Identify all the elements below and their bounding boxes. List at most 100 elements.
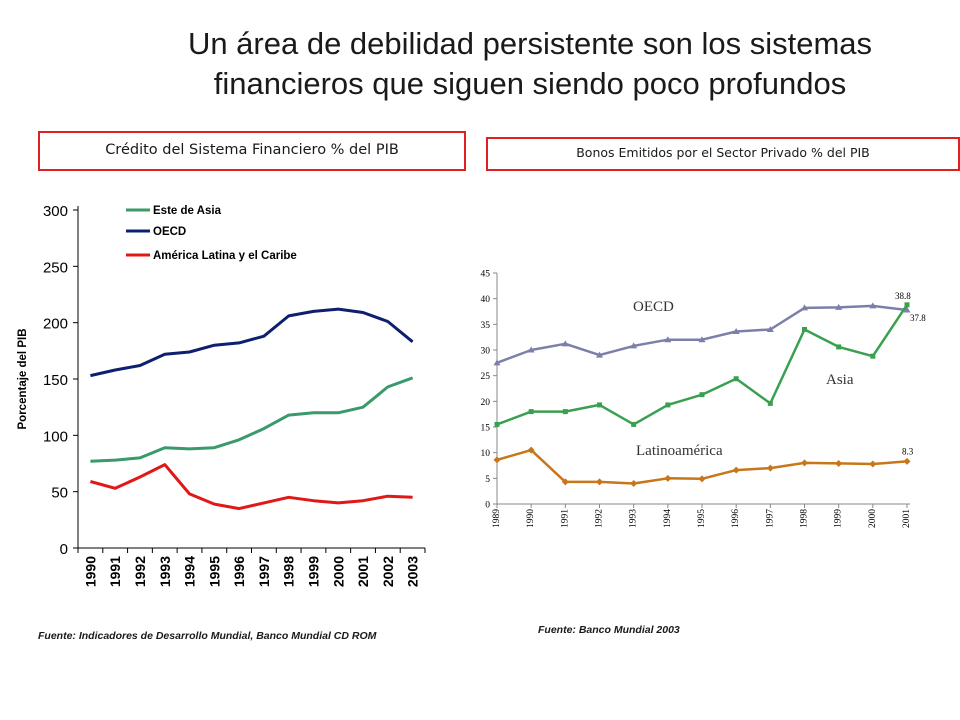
data-point <box>801 304 808 311</box>
series-name-latam: Latinoamérica <box>636 443 723 459</box>
left-chart-title: Crédito del Sistema Financiero % del PIB <box>38 131 466 171</box>
y-tick-label: 30 <box>481 347 491 357</box>
data-point <box>665 402 671 408</box>
data-point <box>869 302 877 309</box>
x-tick-label: 1990 <box>82 556 98 587</box>
x-tick-label: 1991 <box>560 509 570 528</box>
data-point <box>596 478 603 486</box>
y-tick-label: 25 <box>481 372 491 382</box>
data-point <box>698 336 706 343</box>
data-label: 37.8 <box>910 313 926 323</box>
data-point <box>733 376 739 382</box>
x-tick-label: 2000 <box>868 509 878 528</box>
x-tick-label: 1999 <box>305 556 321 587</box>
data-point <box>664 336 672 343</box>
data-point <box>527 446 535 454</box>
data-point <box>528 409 534 415</box>
x-tick-label: 2003 <box>405 556 421 587</box>
data-point <box>836 344 842 350</box>
x-tick-label: 2001 <box>902 509 912 528</box>
y-tick-label: 35 <box>481 321 491 331</box>
x-tick-label: 1993 <box>629 509 639 528</box>
data-point <box>561 478 569 486</box>
x-tick-label: 1997 <box>256 556 272 587</box>
data-point <box>631 421 637 427</box>
y-tick-label: 0 <box>60 541 68 558</box>
x-tick-label: 1991 <box>107 556 123 587</box>
data-point <box>562 409 568 415</box>
x-tick-label: 1997 <box>765 509 775 528</box>
x-tick-label: 1993 <box>157 556 173 587</box>
data-point <box>630 479 638 487</box>
source-left: Fuente: Indicadores de Desarrollo Mundia… <box>38 630 377 642</box>
page-title-line-2: financieros que siguen siendo poco profu… <box>213 66 847 101</box>
x-tick-label: 1989 <box>492 509 502 528</box>
data-point <box>732 466 740 474</box>
series-line <box>496 304 909 426</box>
data-point <box>494 421 500 427</box>
y-tick-label: 300 <box>43 203 68 220</box>
x-tick-label: 1999 <box>834 509 844 528</box>
series-line <box>90 463 413 511</box>
y-tick-label: 200 <box>43 316 68 333</box>
x-tick-label: 1992 <box>132 556 148 587</box>
data-point <box>597 402 602 408</box>
data-point <box>561 340 569 347</box>
data-point <box>869 460 877 468</box>
legend-label: Este de Asia <box>153 205 222 217</box>
data-point <box>903 306 911 313</box>
data-point <box>630 342 638 349</box>
series-name-oecd: OECD <box>633 299 674 315</box>
series-line <box>496 304 908 364</box>
x-tick-label: 1995 <box>206 556 222 587</box>
data-point <box>766 464 774 472</box>
y-tick-label: 0 <box>485 501 490 511</box>
y-tick-label: 250 <box>43 259 68 276</box>
x-tick-label: 1998 <box>800 509 810 528</box>
right-chart-title: Bonos Emitidos por el Sector Privado % d… <box>486 137 960 171</box>
data-point <box>904 302 910 308</box>
data-point <box>767 400 773 406</box>
data-point <box>732 328 740 335</box>
x-tick-label: 1996 <box>231 556 247 587</box>
x-tick-label: 1992 <box>595 509 605 528</box>
y-tick-label: 100 <box>43 428 68 445</box>
data-point <box>664 474 672 482</box>
data-label: 38.8 <box>895 291 911 301</box>
y-tick-label: 5 <box>485 475 490 485</box>
data-point <box>835 459 843 467</box>
y-tick-label: 10 <box>481 449 491 459</box>
x-tick-label: 2001 <box>355 556 371 587</box>
y-tick-label: 40 <box>481 295 491 305</box>
y-tick-label: 150 <box>43 372 68 389</box>
x-tick-label: 1995 <box>697 509 707 528</box>
x-tick-label: 2000 <box>330 556 346 587</box>
data-point <box>802 326 807 332</box>
data-point <box>527 346 535 353</box>
data-point <box>801 459 808 467</box>
page-title-line-1: Un área de debilidad persistente son los… <box>187 26 873 61</box>
data-point <box>699 392 705 398</box>
data-point <box>903 457 911 465</box>
x-tick-label: 2002 <box>380 556 396 587</box>
data-point <box>596 351 603 358</box>
data-point <box>493 359 501 366</box>
y-tick-label: 50 <box>51 485 68 502</box>
data-point <box>698 475 706 483</box>
x-tick-label: 1994 <box>663 509 673 528</box>
x-tick-label: 1998 <box>281 556 297 587</box>
series-name-asia: Asia <box>826 372 854 388</box>
y-tick-label: 15 <box>481 424 491 434</box>
x-tick-label: 1990 <box>526 509 536 528</box>
y-tick-label: 20 <box>481 398 491 408</box>
source-right: Fuente: Banco Mundial 2003 <box>538 624 680 636</box>
legend-label: América Latina y el Caribe <box>153 250 297 262</box>
data-label: 8.3 <box>902 446 914 456</box>
data-point <box>766 325 774 332</box>
series-line <box>90 376 414 463</box>
y-tick-label: 45 <box>481 270 491 280</box>
x-tick-label: 1994 <box>182 556 198 587</box>
data-point <box>835 303 843 310</box>
